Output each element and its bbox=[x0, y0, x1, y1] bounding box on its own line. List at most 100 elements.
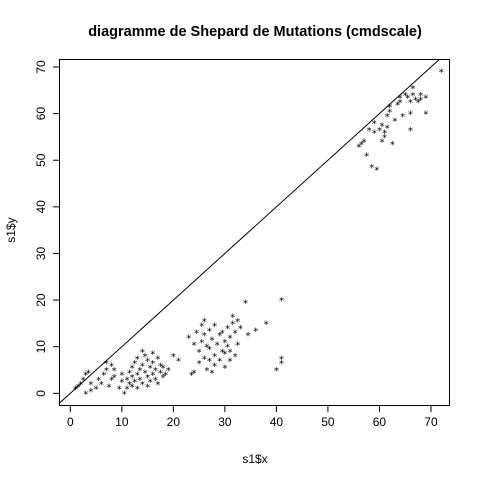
data-point: * bbox=[186, 333, 191, 344]
x-tick-label: 0 bbox=[67, 415, 74, 429]
data-point: * bbox=[158, 368, 163, 379]
data-point: * bbox=[228, 357, 233, 368]
data-point: * bbox=[385, 112, 390, 123]
data-point: * bbox=[191, 340, 196, 351]
data-point: * bbox=[279, 359, 284, 370]
data-point: * bbox=[166, 366, 171, 377]
data-point: * bbox=[88, 387, 93, 398]
data-point: * bbox=[238, 324, 243, 335]
y-tick-label: 50 bbox=[34, 153, 48, 167]
data-point: * bbox=[235, 340, 240, 351]
data-point: * bbox=[94, 385, 99, 396]
data-point: * bbox=[145, 373, 150, 384]
data-point: * bbox=[148, 378, 153, 389]
data-point: * bbox=[418, 96, 423, 107]
data-point: * bbox=[199, 338, 204, 349]
y-tick-label: 70 bbox=[34, 60, 48, 74]
data-point: * bbox=[423, 110, 428, 121]
data-point: * bbox=[161, 364, 166, 375]
x-tick-label: 10 bbox=[115, 415, 129, 429]
data-point: * bbox=[253, 326, 258, 337]
data-point: * bbox=[215, 340, 220, 351]
x-tick-label: 60 bbox=[373, 415, 387, 429]
data-point: * bbox=[217, 357, 222, 368]
data-point: * bbox=[416, 98, 421, 109]
data-point: * bbox=[367, 126, 372, 137]
data-point: * bbox=[106, 382, 111, 393]
data-point: * bbox=[235, 317, 240, 328]
data-point: * bbox=[361, 138, 366, 149]
data-point: * bbox=[212, 322, 217, 333]
data-point: * bbox=[395, 100, 400, 111]
y-tick-label: 60 bbox=[34, 107, 48, 121]
data-points: ******* ** *******************************… bbox=[73, 68, 444, 401]
data-point: * bbox=[230, 312, 235, 323]
data-point: * bbox=[390, 140, 395, 151]
data-point: * bbox=[220, 347, 225, 358]
data-point: * bbox=[423, 93, 428, 104]
data-point: * bbox=[176, 357, 181, 368]
data-point: * bbox=[212, 361, 217, 372]
data-point: * bbox=[246, 331, 251, 342]
data-point: * bbox=[135, 385, 140, 396]
data-point: * bbox=[124, 375, 129, 386]
data-point: * bbox=[207, 357, 212, 368]
data-point: * bbox=[410, 91, 415, 102]
data-point: * bbox=[96, 375, 101, 386]
data-point: * bbox=[119, 378, 124, 389]
data-point: * bbox=[202, 331, 207, 342]
data-point: * bbox=[145, 357, 150, 368]
data-point: * bbox=[222, 338, 227, 349]
data-point: * bbox=[143, 352, 148, 363]
data-point: * bbox=[418, 91, 423, 102]
data-point: * bbox=[408, 126, 413, 137]
data-point: * bbox=[204, 366, 209, 377]
data-point: * bbox=[380, 121, 385, 132]
data-point: * bbox=[228, 333, 233, 344]
x-tick-label: 30 bbox=[218, 415, 232, 429]
data-point: * bbox=[356, 142, 361, 153]
data-point: * bbox=[153, 366, 158, 377]
data-point: * bbox=[150, 359, 155, 370]
data-point: * bbox=[197, 347, 202, 358]
data-point: * bbox=[220, 329, 225, 340]
data-point: * bbox=[153, 375, 158, 386]
data-point: * bbox=[207, 326, 212, 337]
data-point: * bbox=[99, 380, 104, 391]
data-point: * bbox=[81, 375, 86, 386]
data-point: * bbox=[382, 133, 387, 144]
data-point: * bbox=[410, 84, 415, 95]
data-point: * bbox=[382, 128, 387, 139]
data-point: * bbox=[73, 385, 78, 396]
data-point: * bbox=[161, 373, 166, 384]
data-point: * bbox=[194, 329, 199, 340]
data-point: * bbox=[359, 140, 364, 151]
data-point: * bbox=[209, 368, 214, 379]
data-point: * bbox=[380, 138, 385, 149]
plot-frame bbox=[59, 59, 450, 406]
data-point: * bbox=[119, 371, 124, 382]
identity-reference-line bbox=[59, 59, 440, 404]
data-point: * bbox=[109, 375, 114, 386]
data-point: * bbox=[145, 382, 150, 393]
data-point: * bbox=[400, 112, 405, 123]
data-point: * bbox=[137, 366, 142, 377]
data-point: * bbox=[199, 322, 204, 333]
data-point: * bbox=[104, 359, 109, 370]
data-point: * bbox=[135, 354, 140, 365]
data-point: * bbox=[408, 98, 413, 109]
data-point: * bbox=[233, 352, 238, 363]
data-point: * bbox=[372, 119, 377, 130]
data-point: * bbox=[279, 296, 284, 307]
data-point: * bbox=[217, 331, 222, 342]
data-point: * bbox=[88, 380, 93, 391]
data-point: * bbox=[264, 319, 269, 330]
data-point: * bbox=[364, 152, 369, 163]
data-point: * bbox=[117, 385, 122, 396]
y-tick-label: 0 bbox=[34, 390, 48, 397]
data-point: * bbox=[83, 371, 88, 382]
data-point: * bbox=[112, 373, 117, 384]
data-point: * bbox=[274, 366, 279, 377]
data-point: * bbox=[212, 352, 217, 363]
